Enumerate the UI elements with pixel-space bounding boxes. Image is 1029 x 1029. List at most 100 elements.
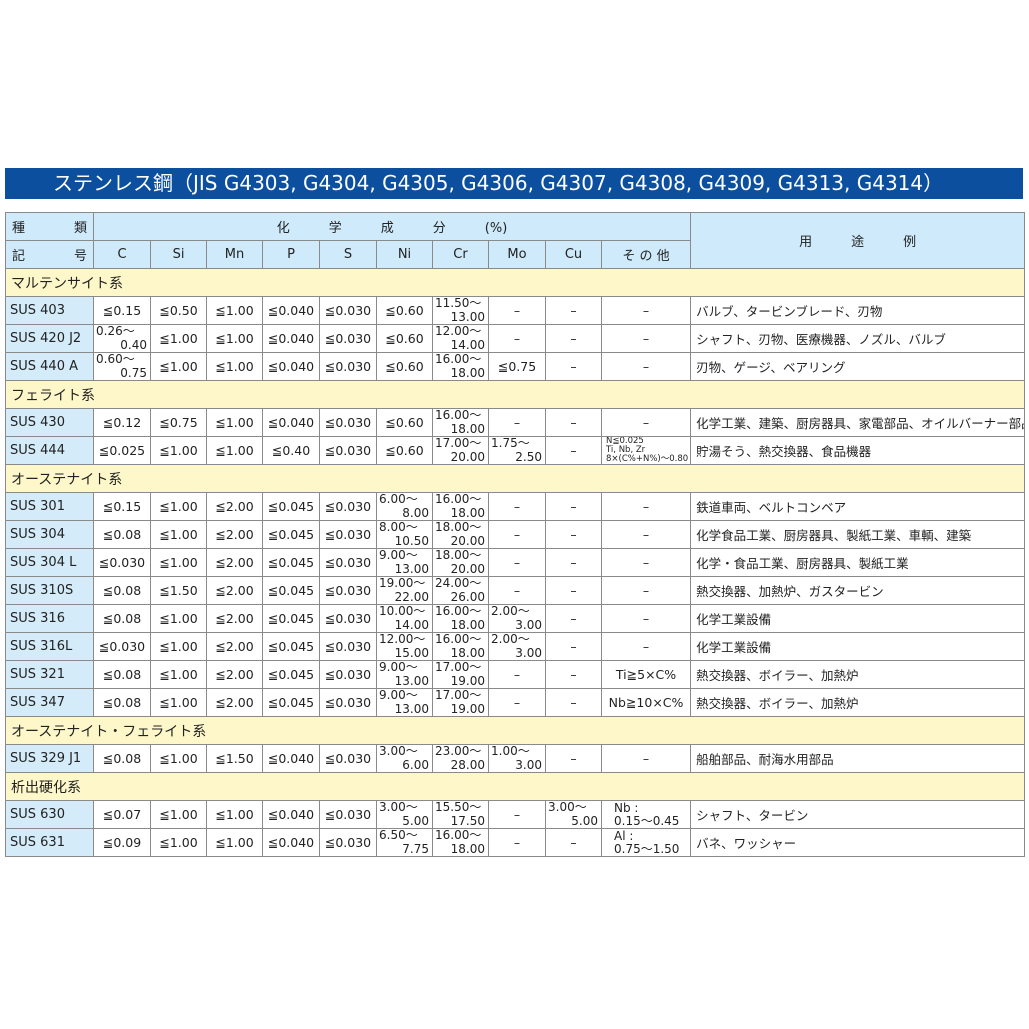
value-cell: ≦0.040 <box>262 800 320 829</box>
table-row: SUS 440 A 0.60～ 0.75 ≦1.00 ≦1.00 ≦0.040 ≦0.030… <box>5 352 1026 381</box>
table-row: SUS 316L ≦0.030 ≦1.00 ≦2.00 ≦0.045 ≦0.030 12.0… <box>5 632 1026 661</box>
value-cell: – <box>600 352 692 381</box>
range-wrap: 1.75～ 2.50 <box>490 438 545 464</box>
value-cell: – <box>545 632 602 661</box>
grade-symbol: SUS 304 L <box>5 548 94 577</box>
range-from: 9.00～ <box>379 688 418 702</box>
value-cell: – <box>488 408 546 437</box>
value-cell: ≦1.00 <box>150 548 207 577</box>
range-wrap: 16.00～ 18.00 <box>434 830 488 856</box>
value-cell: ≦0.60 <box>376 352 433 381</box>
value-cell: ≦0.030 <box>319 520 377 549</box>
value-cell: ≦0.040 <box>262 296 320 325</box>
column-header-2: Mn <box>206 240 263 269</box>
range-wrap: 18.00～ 20.00 <box>434 550 488 576</box>
range-to: 18.00 <box>450 366 485 380</box>
range-cell: 12.00～ 15.00 <box>376 632 433 661</box>
range-to: 26.00 <box>450 590 485 604</box>
range-cell: 3.00～ 5.00 <box>376 800 433 829</box>
table-row: SUS 316 ≦0.08 ≦1.00 ≦2.00 ≦0.045 ≦0.030 10.00～… <box>5 604 1026 633</box>
column-header-8: Cu <box>545 240 602 269</box>
value-cell: – <box>545 576 602 605</box>
value-cell: ≦0.40 <box>262 436 320 465</box>
range-cell: 12.00～ 14.00 <box>432 324 489 353</box>
section-row: オーステナイト・フェライト系 <box>4 716 1026 745</box>
other-line: 0.75～1.50 <box>614 841 680 856</box>
value-cell: – <box>545 492 602 521</box>
value-cell: ≦0.030 <box>319 352 377 381</box>
value-cell: ≦0.07 <box>93 800 151 829</box>
value-cell: ≦0.030 <box>319 632 377 661</box>
value-cell: ≦0.09 <box>93 828 151 857</box>
value-cell: – <box>600 548 692 577</box>
table-row: SUS 321 ≦0.08 ≦1.00 ≦2.00 ≦0.045 ≦0.030 9.00～ 1… <box>5 660 1026 689</box>
column-header-7: Mo <box>488 240 546 269</box>
range-to: 13.00 <box>394 562 429 576</box>
other-line: N≦0.025 <box>606 436 644 446</box>
table-row: SUS 444 ≦0.025 ≦1.00 ≦1.00 ≦0.40 ≦0.030 ≦0.60 1… <box>5 436 1026 465</box>
usage-cell: バネ、ワッシャー <box>690 828 1026 857</box>
table-row: SUS 304 L ≦0.030 ≦1.00 ≦2.00 ≦0.045 ≦0.030 9.0… <box>5 548 1026 577</box>
value-cell: – <box>545 660 602 689</box>
grade-symbol: SUS 329 J1 <box>5 744 94 773</box>
grade-symbol: SUS 316 <box>5 604 94 633</box>
range-cell: 1.75～ 2.50 <box>488 436 546 465</box>
other-line: 0.15～0.45 <box>614 813 680 828</box>
range-wrap: 2.00～ 3.00 <box>490 606 545 632</box>
range-to: 22.00 <box>394 590 429 604</box>
grade-symbol: SUS 310S <box>5 576 94 605</box>
range-to: 0.75 <box>120 366 147 380</box>
value-cell: ≦0.045 <box>262 576 320 605</box>
other-elements-cell: N≦0.025 Ti, Nb, Zr 8×(C%+N%)～0.80 <box>600 436 692 465</box>
other-elements-cell: Al :0.75～1.50 <box>600 828 692 857</box>
table-row: SUS 310S ≦0.08 ≦1.50 ≦2.00 ≦0.045 ≦0.030 19.00… <box>5 576 1026 605</box>
range-to: 18.00 <box>450 646 485 660</box>
range-to: 2.50 <box>515 450 542 464</box>
grade-symbol: SUS 420 J2 <box>5 324 94 353</box>
other-line: Nb : <box>614 800 639 815</box>
table-row: SUS 430 ≦0.12 ≦0.75 ≦1.00 ≦0.040 ≦0.030 ≦0.60 1… <box>5 408 1026 437</box>
value-cell: ≦0.030 <box>319 576 377 605</box>
value-cell: ≦0.045 <box>262 688 320 717</box>
grade-symbol: SUS 347 <box>5 688 94 717</box>
value-cell: ≦0.030 <box>93 548 151 577</box>
value-cell: ≦0.045 <box>262 660 320 689</box>
range-wrap: 0.60～ 0.75 <box>95 354 150 380</box>
grade-symbol: SUS 316L <box>5 632 94 661</box>
range-wrap: 12.00～ 15.00 <box>378 634 432 660</box>
value-cell: ≦0.045 <box>262 548 320 577</box>
value-cell: ≦1.00 <box>150 632 207 661</box>
range-cell: 9.00～ 13.00 <box>376 660 433 689</box>
value-cell: – <box>545 408 602 437</box>
value-cell: ≦0.60 <box>376 324 433 353</box>
value-cell: – <box>545 436 602 465</box>
value-cell: ≦0.15 <box>93 296 151 325</box>
value-cell: ≦0.045 <box>262 604 320 633</box>
range-to: 3.00 <box>515 646 542 660</box>
grade-symbol: SUS 440 A <box>5 352 94 381</box>
range-wrap: 8.00～ 10.50 <box>378 522 432 548</box>
header-sym-a: 記 <box>12 249 26 264</box>
range-from: 23.00～ <box>435 744 482 758</box>
range-wrap: 19.00～ 22.00 <box>378 578 432 604</box>
range-wrap: 16.00～ 18.00 <box>434 354 488 380</box>
table-row: SUS 630 ≦0.07 ≦1.00 ≦1.00 ≦0.040 ≦0.030 3.00～ 5… <box>5 800 1026 829</box>
page-title: ステンレス鋼（JIS G4303, G4304, G4305, G4306, G… <box>5 168 1023 199</box>
range-from: 3.00～ <box>379 800 418 814</box>
range-to: 7.75 <box>402 842 429 856</box>
value-cell: ≦0.08 <box>93 520 151 549</box>
range-wrap: 1.00～ 3.00 <box>490 746 545 772</box>
range-wrap: 3.00～ 6.00 <box>378 746 432 772</box>
header-kind-a: 種 <box>12 221 26 236</box>
value-cell: ≦0.60 <box>376 408 433 437</box>
range-to: 19.00 <box>450 674 485 688</box>
value-cell: ≦0.60 <box>376 436 433 465</box>
range-wrap: 6.00～ 8.00 <box>378 492 432 520</box>
range-cell: 15.50～ 17.50 <box>432 800 489 829</box>
value-cell: – <box>545 688 602 717</box>
range-from: 6.00～ <box>379 492 418 506</box>
section-row: オーステナイト系 <box>4 464 1026 493</box>
range-from: 17.00～ <box>435 688 482 702</box>
value-cell: ≦2.00 <box>206 688 263 717</box>
value-cell: ≦0.030 <box>319 548 377 577</box>
